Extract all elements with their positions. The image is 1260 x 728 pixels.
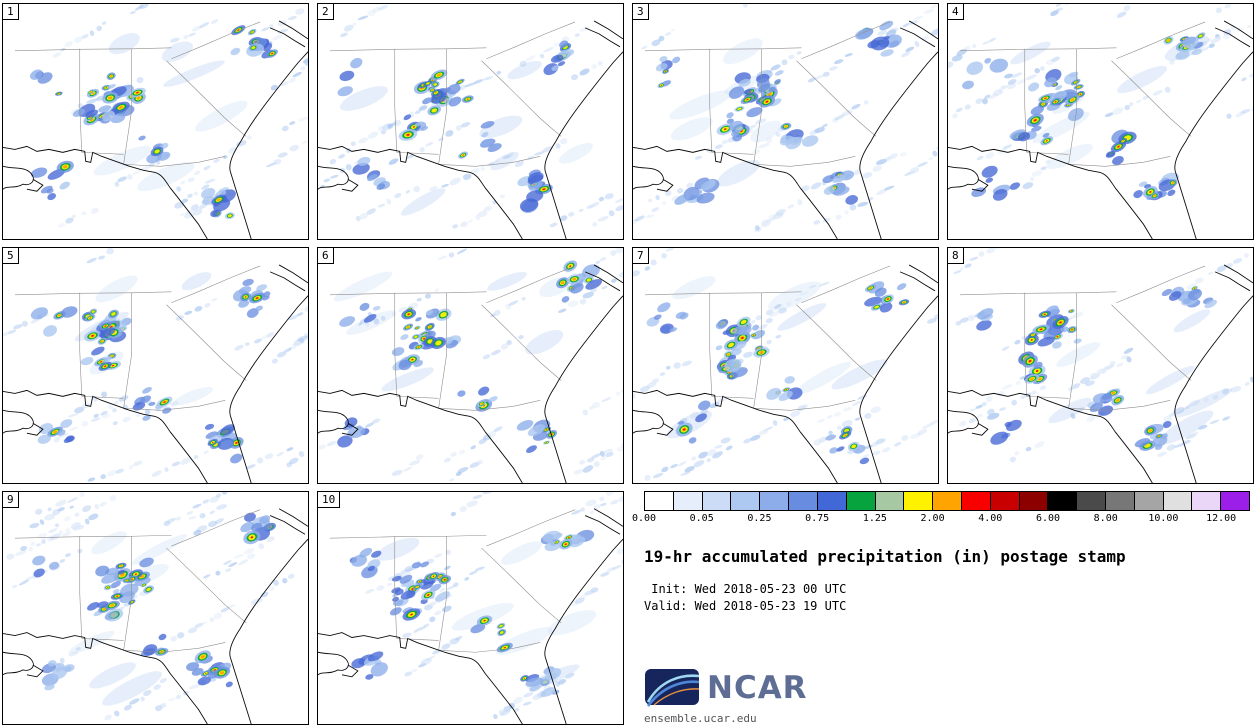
colorbar-segment-5 — [789, 492, 818, 510]
panel-number: 6 — [318, 248, 334, 264]
map-panel-6: 6 — [317, 247, 624, 484]
panel-number: 4 — [948, 4, 964, 20]
ncar-logo-icon — [645, 669, 700, 707]
map-panel-9: 9 — [2, 491, 309, 725]
panel-number: 1 — [3, 4, 19, 20]
map-panel-2: 2 — [317, 3, 624, 240]
precipitation-map — [948, 248, 1253, 483]
colorbar-tick-label: 6.00 — [1035, 513, 1061, 524]
precipitation-map — [318, 5, 623, 239]
map-panel-3: 3 — [632, 3, 939, 240]
panel-number: 9 — [3, 492, 19, 508]
map-panel-7: 7 — [632, 247, 939, 484]
precipitation-map — [3, 4, 308, 239]
figure-title: 19-hr accumulated precipitation (in) pos… — [644, 547, 1126, 566]
map-panel-1: 1 — [2, 3, 309, 240]
panel-number: 2 — [318, 4, 334, 20]
colorbar-tick-label: 4.00 — [978, 513, 1003, 524]
ncar-logo: NCAR — [644, 665, 1250, 711]
precipitation-map — [948, 4, 1253, 239]
colorbar-tick-label: 8.00 — [1093, 513, 1118, 524]
colorbar-segment-20 — [1221, 492, 1250, 510]
colorbar-segment-0 — [645, 492, 674, 510]
map-panel-5: 5 — [2, 247, 309, 484]
colorbar-segment-3 — [731, 492, 761, 510]
colorbar-segment-14 — [1048, 492, 1078, 510]
map-panel-10: 10 — [317, 491, 624, 725]
colorbar-tick-label: 12.00 — [1206, 513, 1237, 524]
panel-number: 3 — [633, 4, 649, 20]
colorbar-segment-1 — [673, 492, 703, 510]
colorbar-segment-4 — [760, 492, 790, 510]
colorbar-segment-6 — [817, 492, 847, 510]
legend-area: 0.00 0.05 0.25 0.75 1.25 2.00 4.00 6.00 8.00 10.0… — [632, 491, 1250, 725]
site-url: ensemble.ucar.edu — [644, 712, 757, 725]
colorbar-segment-2 — [702, 492, 732, 510]
colorbar-tick-label: 2.00 — [920, 513, 945, 524]
colorbar-segment-19 — [1192, 492, 1222, 510]
colorbar-segment-9 — [904, 492, 934, 510]
colorbar-tick-label: 0.75 — [805, 513, 830, 524]
colorbar-tick-label: 1.25 — [862, 513, 887, 524]
ncar-logo-text: NCAR — [707, 670, 808, 706]
colorbar-segment-15 — [1077, 492, 1106, 510]
colorbar — [644, 491, 1250, 511]
colorbar-segment-17 — [1134, 492, 1164, 510]
colorbar-tick-label: 10.00 — [1148, 513, 1179, 524]
init-time: Init: Wed 2018-05-23 00 UTC — [644, 582, 847, 596]
panel-number: 10 — [318, 492, 341, 508]
precipitation-map — [318, 248, 623, 483]
colorbar-segment-12 — [990, 492, 1020, 510]
colorbar-segment-16 — [1106, 492, 1135, 510]
colorbar-tick-label: 0.00 — [631, 513, 657, 524]
colorbar-segment-11 — [961, 492, 991, 510]
colorbar-segment-8 — [875, 492, 905, 510]
colorbar-segment-13 — [1019, 492, 1049, 510]
colorbar-segment-7 — [846, 492, 876, 510]
colorbar-tick-label: 0.25 — [747, 513, 772, 524]
precipitation-map — [318, 492, 623, 724]
panel-number: 7 — [633, 248, 649, 264]
colorbar-ticks: 0.00 0.05 0.25 0.75 1.25 2.00 4.00 6.00 8.00 10.0… — [632, 511, 1250, 526]
colorbar-tick-label: 0.05 — [689, 513, 714, 524]
precipitation-map — [633, 248, 938, 483]
precipitation-map — [3, 492, 308, 724]
precipitation-map — [633, 4, 938, 239]
colorbar-segment-18 — [1163, 492, 1193, 510]
map-panel-4: 4 — [947, 3, 1254, 240]
precipitation-map — [3, 248, 308, 483]
panel-number: 8 — [948, 248, 964, 264]
map-panel-8: 8 — [947, 247, 1254, 484]
colorbar-segment-10 — [933, 492, 962, 510]
panel-number: 5 — [3, 248, 19, 264]
valid-time: Valid: Wed 2018-05-23 19 UTC — [644, 599, 847, 613]
